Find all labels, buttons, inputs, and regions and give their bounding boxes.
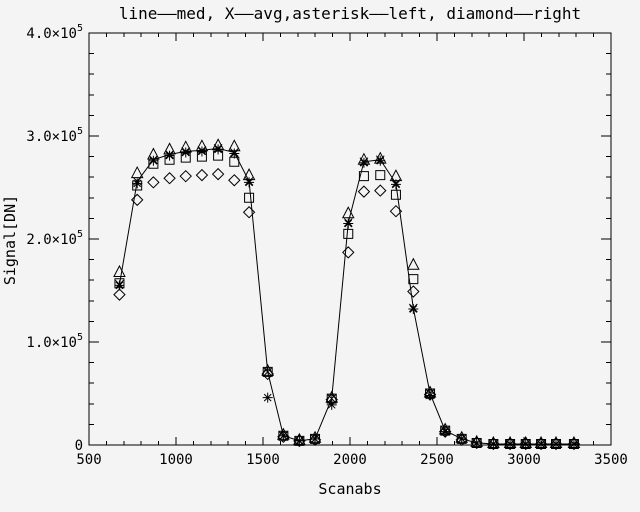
x-tick-label: 500 bbox=[76, 452, 101, 468]
series-markers-triangle bbox=[113, 138, 581, 448]
y-tick-label: 2.0×105 bbox=[26, 229, 83, 248]
y-tick-label: 3.0×105 bbox=[26, 126, 83, 145]
series-markers-right bbox=[113, 167, 581, 451]
series-line-med bbox=[119, 147, 574, 445]
x-tick-label: 2000 bbox=[333, 452, 367, 468]
x-axis-label: Scanabs bbox=[318, 480, 382, 498]
x-tick-label: 1500 bbox=[246, 452, 280, 468]
y-tick-label: 0 bbox=[75, 438, 83, 454]
y-tick-label: 1.0×105 bbox=[26, 332, 83, 351]
x-tick-label: 2500 bbox=[420, 452, 454, 468]
x-tick-label: 3000 bbox=[507, 452, 541, 468]
plot-title: line——med, X——avg,asterisk——left, diamon… bbox=[118, 4, 582, 23]
x-tick-label: 3500 bbox=[594, 452, 628, 468]
series-markers-avg bbox=[115, 144, 579, 449]
plot-box bbox=[88, 32, 612, 446]
y-tick-label: 4.0×105 bbox=[26, 23, 83, 42]
series-markers-left bbox=[114, 144, 579, 449]
x-tick-label: 1000 bbox=[159, 452, 193, 468]
series-markers-square bbox=[114, 150, 579, 449]
